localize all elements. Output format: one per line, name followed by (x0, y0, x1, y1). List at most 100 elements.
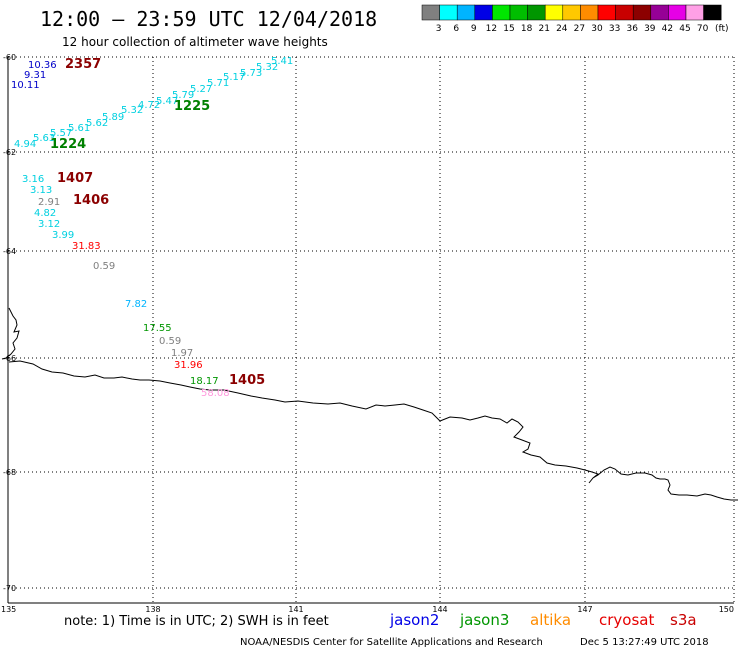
colorbar-swatch (597, 4, 616, 21)
wave-height-value: 1.97 (171, 348, 193, 359)
mission-label-jason2: jason2 (389, 611, 439, 629)
pass-time-label: 1406 (73, 193, 109, 208)
wave-height-value: 18.17 (190, 376, 219, 387)
latitude-label: -64 (3, 247, 16, 256)
pass-time-label: 1407 (57, 171, 93, 186)
colorbar-swatch (421, 4, 440, 21)
colorbar-tick-label: 21 (538, 24, 549, 34)
colorbar-swatch (580, 4, 599, 21)
colorbar-unit: (ft) (715, 24, 729, 34)
colorbar-swatch (456, 4, 476, 21)
wave-height-value: 5.47 (156, 96, 178, 107)
mission-legend: jason2 jason3 altika cryosat s3a (389, 611, 697, 629)
latitude-label: -66 (3, 354, 16, 363)
colorbar-tick-label: 18 (521, 24, 533, 34)
wave-height-value: 7.82 (125, 299, 147, 310)
map-title: 12:00 – 23:59 UTC 12/04/2018 (40, 7, 377, 31)
mission-label-jason3: jason3 (459, 611, 509, 629)
wave-height-value: 5.41 (271, 56, 293, 67)
wave-height-value: 5.61 (68, 123, 90, 134)
colorbar-tick-label: 15 (503, 24, 514, 34)
colorbar-tick-label: 39 (644, 24, 656, 34)
longitude-label: 150 (719, 605, 734, 614)
colorbar-swatch (509, 4, 528, 21)
latitude-label: -62 (3, 148, 16, 157)
wave-height-value: 58.08 (201, 388, 230, 399)
colorbar-swatch (527, 4, 546, 21)
colorbar-swatch (492, 4, 511, 21)
footer-timestamp: Dec 5 13:27:49 UTC 2018 (580, 637, 709, 648)
wave-height-value: 17.55 (143, 323, 172, 334)
colorbar-swatch (650, 4, 669, 21)
latitude-label: -68 (3, 468, 16, 477)
latitude-label: -60 (3, 53, 16, 62)
colorbar-tick-label: 3 (436, 24, 442, 34)
pass-time-label: 1225 (174, 99, 210, 114)
mission-label-altika: altika (530, 611, 571, 629)
pass-time-label: 2357 (65, 57, 101, 72)
wave-height-value: 31.83 (72, 241, 101, 252)
colorbar-swatch (544, 4, 564, 21)
colorbar-swatch (474, 4, 493, 21)
wave-height-value: 0.59 (93, 261, 115, 272)
wave-height-value: 5.73 (240, 68, 262, 79)
colorbar-swatch (668, 4, 687, 21)
wave-height-value: 2.91 (38, 197, 60, 208)
map-frame (7, 57, 734, 604)
colorbar-tick-label: 30 (591, 24, 603, 34)
wave-height-value: 3.13 (30, 185, 52, 196)
wave-height-value: 5.32 (121, 105, 143, 116)
pass-time-label: 1224 (50, 137, 86, 152)
pass-time-label: 1405 (229, 373, 265, 388)
colorbar-tick-label: 6 (453, 24, 459, 34)
wave-height-value: 4.82 (34, 208, 56, 219)
colorbar-swatch (703, 4, 722, 21)
wave-height-value: 31.96 (174, 360, 203, 371)
longitude-label: 138 (145, 605, 160, 614)
wave-height-value: 10.11 (11, 80, 40, 91)
colorbar-tick-label: 33 (609, 24, 620, 34)
colorbar-tick-label: 36 (626, 24, 638, 34)
wave-height-value: 3.16 (22, 174, 44, 185)
colorbar-tick-label: 24 (556, 24, 568, 34)
longitude-label: 144 (432, 605, 447, 614)
wave-height-value: 5.57 (50, 128, 72, 139)
wave-height-value: 5.79 (172, 90, 194, 101)
mission-label-cryosat: cryosat (599, 611, 654, 629)
colorbar-tick-label: 45 (679, 24, 690, 34)
colorbar-swatch (685, 4, 704, 21)
longitude-label: 141 (288, 605, 303, 614)
wave-height-value: 5.89 (102, 112, 124, 123)
wave-height-value: 5.71 (207, 78, 229, 89)
wave-height-value: 4.94 (14, 139, 36, 150)
wave-height-value: 5.63 (33, 133, 55, 144)
wave-height-value: 10.36 (28, 60, 57, 71)
wave-height-value: 4.72 (138, 100, 160, 111)
mission-label-s3a: s3a (670, 611, 697, 629)
wave-height-value: 5.17 (223, 72, 245, 83)
wave-height-value: 0.59 (159, 336, 181, 347)
graticule-grid: -60 -62 -64 -66 -68 -70 135 138 141 144 147 150 (1, 53, 735, 614)
wave-height-value: 5.32 (256, 62, 278, 73)
colorbar-tick-label: 42 (662, 24, 673, 34)
colorbar-tick-label: 9 (471, 24, 477, 34)
antarctic-coastline (1, 307, 738, 501)
footer-credit: NOAA/NESDIS Center for Satellite Applica… (240, 637, 543, 648)
footer-note: note: 1) Time is in UTC; 2) SWH is in fe… (64, 614, 329, 629)
wave-height-value: 5.27 (190, 84, 212, 95)
colorbar-swatch (562, 4, 581, 21)
colorbar-legend: 3 6 9 12 15 18 21 24 27 30 33 36 39 42 45 70 (421, 4, 722, 34)
colorbar-tick-label: 12 (486, 24, 497, 34)
wave-height-value: 3.12 (38, 219, 60, 230)
map-subtitle: 12 hour collection of altimeter wave hei… (62, 35, 328, 49)
colorbar-swatch (439, 4, 458, 21)
wave-height-value: 9.31 (24, 70, 46, 81)
latitude-label: -70 (3, 584, 16, 593)
wave-height-value: 5.62 (86, 118, 108, 129)
colorbar-tick-label: 70 (697, 24, 709, 34)
colorbar-tick-label: 27 (574, 24, 585, 34)
longitude-label: 147 (577, 605, 592, 614)
wave-height-value: 3.99 (52, 230, 74, 241)
